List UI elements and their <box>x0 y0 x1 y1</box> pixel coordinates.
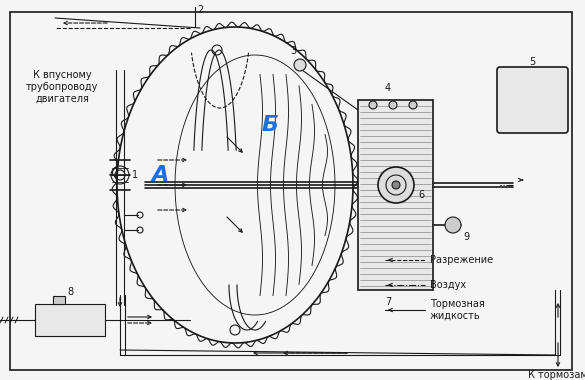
Text: 6: 6 <box>418 190 424 200</box>
Text: К впусному
трубопроводу
двигателя: К впусному трубопроводу двигателя <box>26 70 98 103</box>
Bar <box>53 296 65 304</box>
Circle shape <box>369 101 377 109</box>
FancyBboxPatch shape <box>497 67 568 133</box>
Text: 8: 8 <box>67 287 73 297</box>
Text: 2: 2 <box>197 5 203 15</box>
Text: 7: 7 <box>385 297 391 307</box>
Bar <box>35 304 105 336</box>
Circle shape <box>378 167 414 203</box>
Text: Разрежение: Разрежение <box>430 255 493 265</box>
Text: А: А <box>152 165 168 185</box>
Text: Воздух: Воздух <box>430 280 466 290</box>
Circle shape <box>392 181 400 189</box>
Text: 4: 4 <box>385 83 391 93</box>
Text: 5: 5 <box>529 57 536 67</box>
Text: 1: 1 <box>132 170 138 180</box>
Bar <box>358 100 433 290</box>
Text: 9: 9 <box>463 232 469 242</box>
Circle shape <box>294 59 306 71</box>
Text: Б: Б <box>261 115 278 135</box>
Text: К тормозам: К тормозам <box>528 370 585 380</box>
Text: 3: 3 <box>290 46 296 56</box>
Circle shape <box>389 101 397 109</box>
Text: Тормозная
жидкость: Тормозная жидкость <box>430 299 485 321</box>
Circle shape <box>445 217 461 233</box>
Circle shape <box>409 101 417 109</box>
